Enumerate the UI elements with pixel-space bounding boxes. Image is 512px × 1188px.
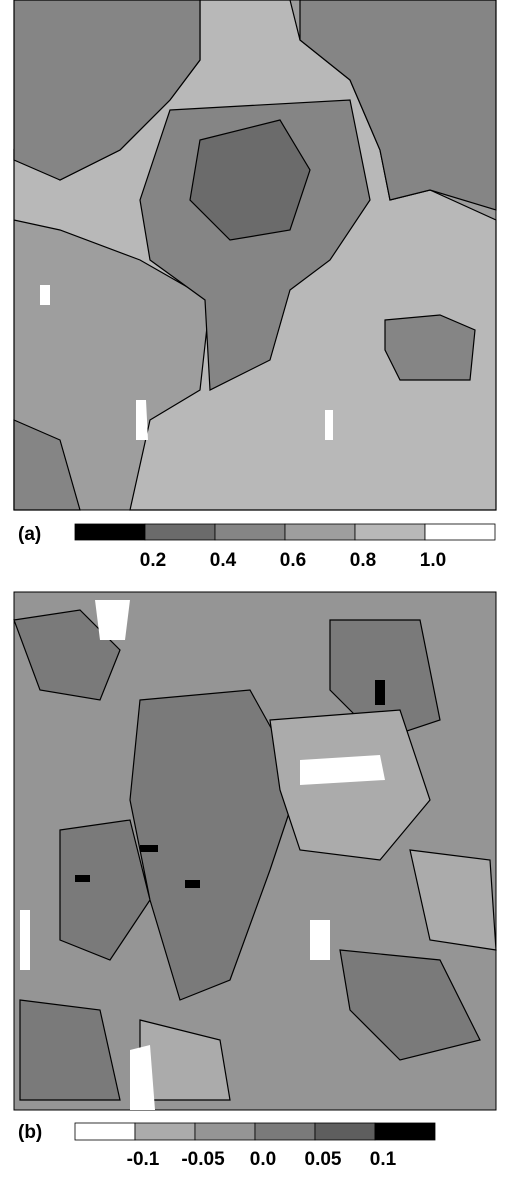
colorbar-label: 0.4 [210,550,237,571]
colorbar-segment [214,523,286,541]
colorbar-label: 0.1 [370,1149,397,1170]
colorbar-segment [144,523,216,541]
colorbar-label: -0.1 [127,1149,160,1170]
colorbar-label: 0.0 [250,1149,276,1170]
contour-region [189,119,311,241]
colorbar-label: 1.0 [420,550,446,571]
colorbar-segment [134,1122,196,1141]
panel-label: (a) [18,524,41,545]
colorbar-segment [374,1122,436,1141]
colorbar-label: 0.6 [280,550,306,571]
colorbar-segment [354,523,426,541]
colorbar-label: 0.05 [305,1149,342,1170]
map-b [13,591,497,1111]
colorbar-segment [194,1122,256,1141]
colorbar-segment [314,1122,376,1141]
contour-region [384,314,476,381]
contour-region [13,419,81,511]
contour-region [299,0,497,211]
colorbar-label: 0.8 [350,550,376,571]
panel-label: (b) [18,1122,42,1143]
contour-region [13,0,201,181]
colorbar-label: 0.2 [140,550,166,571]
colorbar-segment [254,1122,316,1141]
colorbar-segment [424,523,496,541]
contour-region [13,609,481,1101]
colorbar-segment [74,523,146,541]
map-a [13,0,497,511]
colorbar-segment [284,523,356,541]
colorbar-segment [74,1122,136,1141]
colorbar-label: -0.05 [181,1149,225,1170]
